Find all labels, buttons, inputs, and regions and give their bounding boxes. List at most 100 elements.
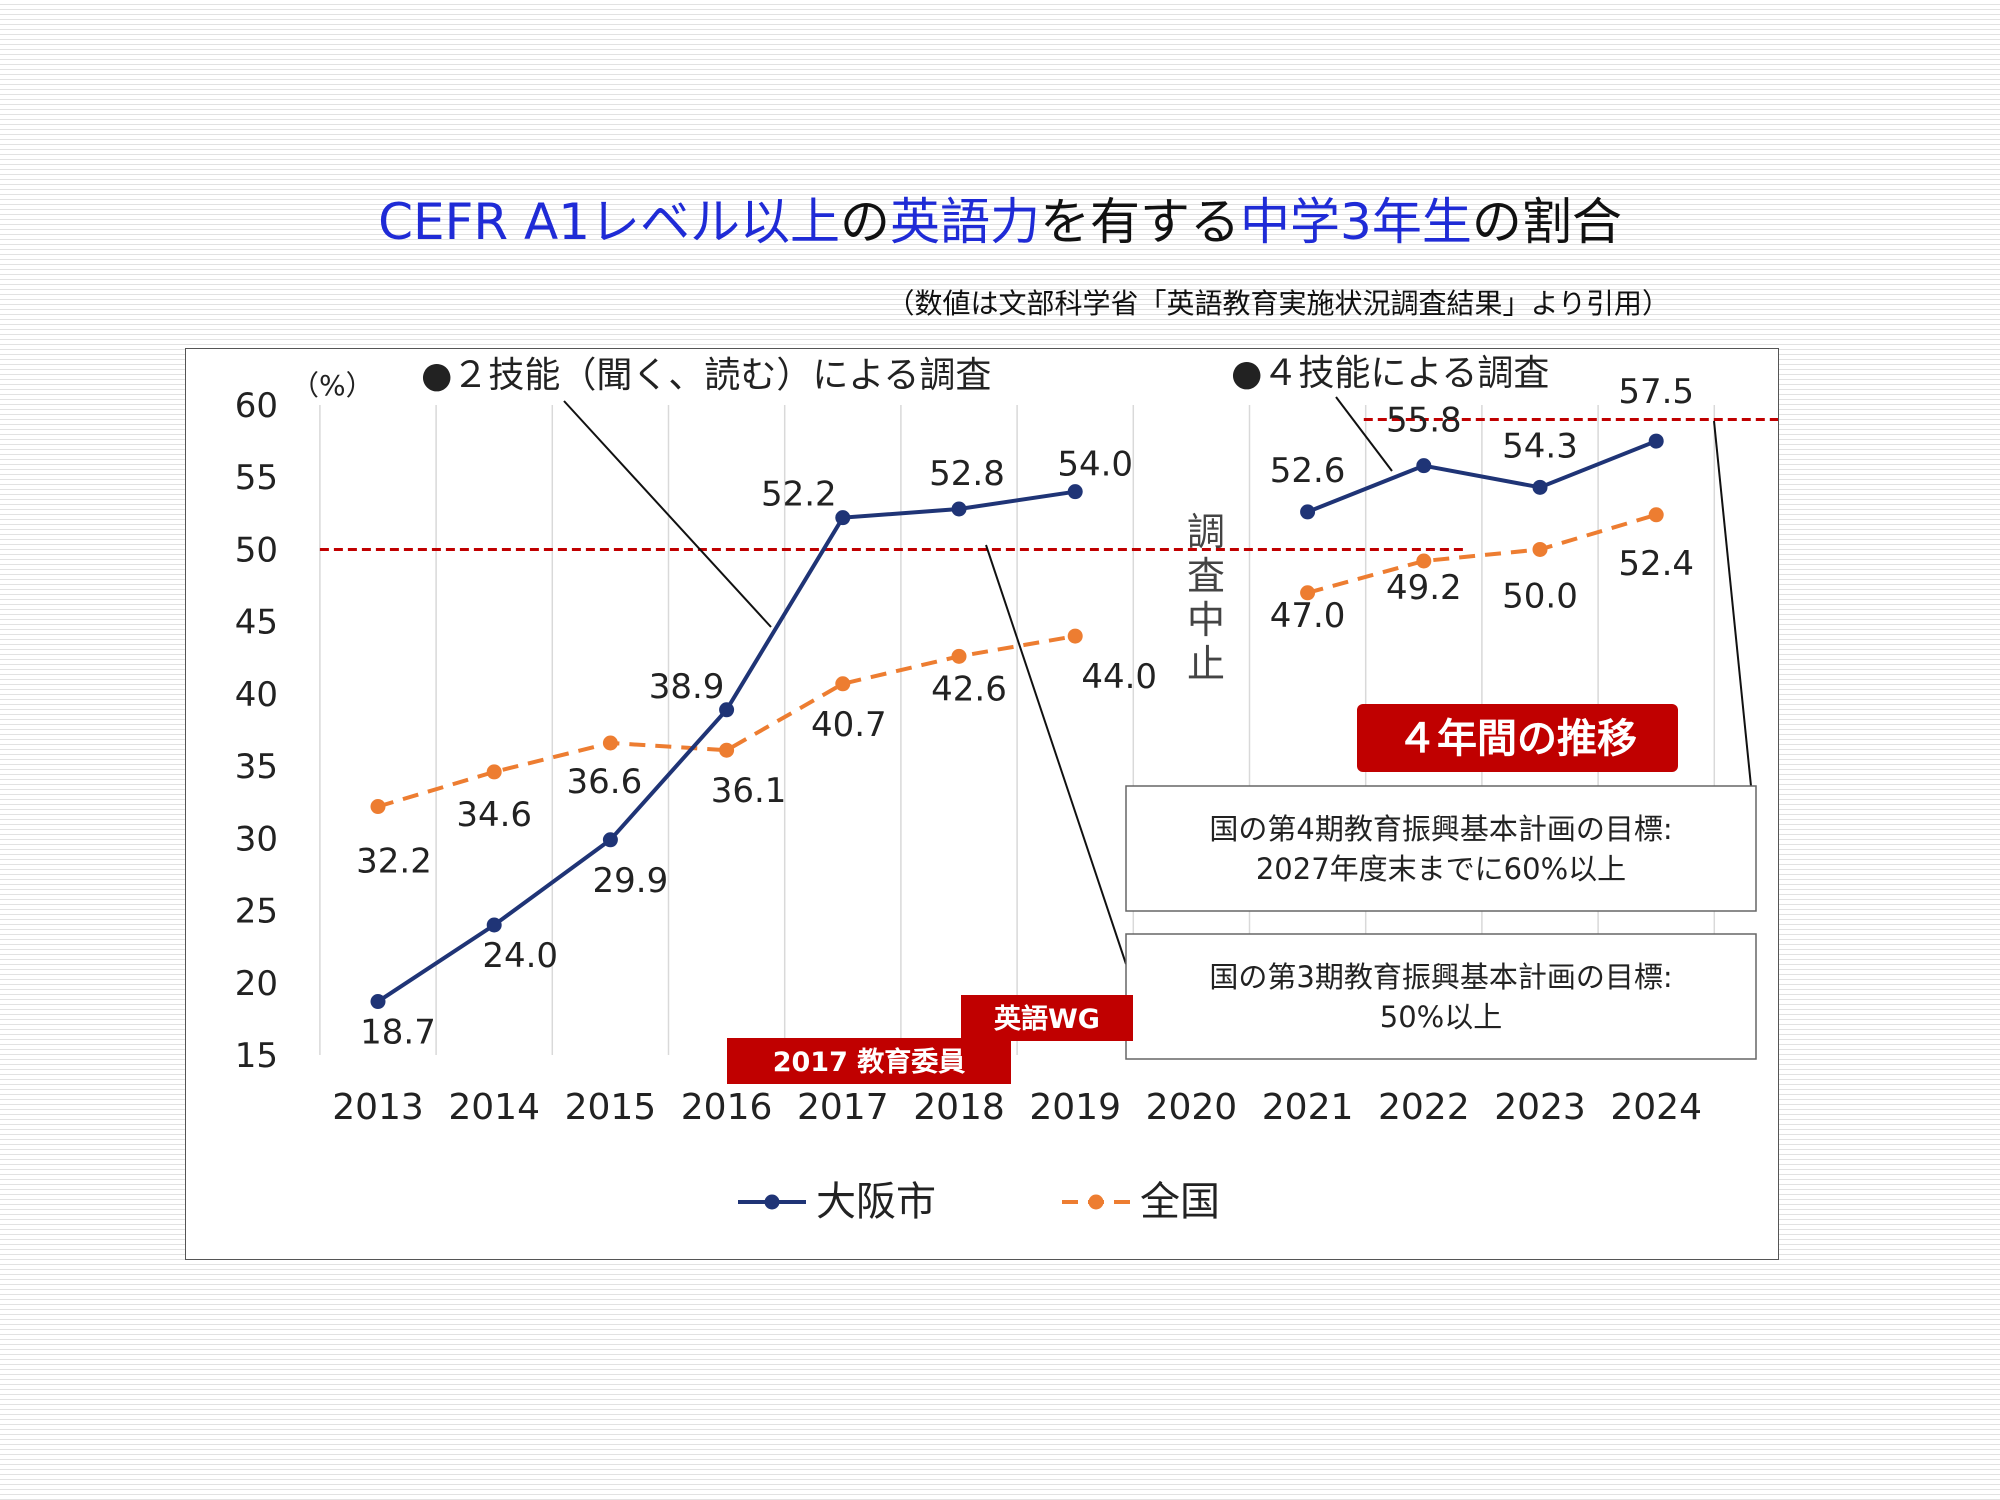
- data-label-national: 40.7: [811, 705, 887, 745]
- x-tick-label: 2023: [1494, 1087, 1586, 1128]
- title-part: 中学3年生: [1240, 193, 1472, 251]
- chart-title: CEFR A1レベル以上の英語力を有する中学3年生の割合: [0, 182, 2000, 254]
- y-tick-label: 50: [235, 530, 278, 570]
- y-tick-label: 30: [235, 819, 278, 859]
- y-tick-label: 60: [235, 386, 278, 426]
- chart-frame: 15 20 25 30 35 40 45 50 55 60 （%） 2013 2014 2015 2016 2…: [185, 348, 1779, 1260]
- annotation-suspended-char: 調: [1187, 510, 1225, 554]
- title-part: CEFR A1レベル以上: [378, 193, 841, 251]
- data-label-osaka: 24.0: [482, 936, 558, 976]
- data-point-osaka: [1067, 484, 1083, 500]
- data-label-osaka: 57.5: [1618, 372, 1694, 412]
- x-tick-label: 2022: [1378, 1087, 1470, 1128]
- data-label-osaka: 38.9: [649, 667, 725, 707]
- legend-label-national: 全国: [1140, 1179, 1220, 1225]
- goal-4th-box: [1125, 785, 1757, 912]
- data-point-national: [951, 648, 967, 664]
- data-point-osaka: [951, 501, 967, 517]
- goal-3rd-box: [1125, 933, 1757, 1060]
- chart-subtitle: （数値は文部科学省「英語教育実施状況調査結果」より引用）: [886, 287, 1670, 320]
- data-point-national: [719, 742, 735, 758]
- annotation-suspended-char: 止: [1187, 642, 1225, 686]
- y-tick-label: 15: [235, 1036, 278, 1076]
- data-point-national: [1416, 553, 1432, 569]
- annotation-suspended-char: 査: [1187, 554, 1225, 598]
- y-tick-label: 20: [235, 964, 278, 1004]
- title-part: の: [840, 193, 891, 251]
- education-board-tag-label: 2017 教育委員: [773, 1046, 966, 1078]
- data-label-national: 50.0: [1502, 576, 1578, 616]
- title-part: の割合: [1471, 193, 1622, 251]
- four-year-badge-label: ４年間の推移: [1397, 716, 1637, 762]
- data-point-osaka: [1532, 479, 1548, 495]
- data-point-osaka: [602, 832, 618, 848]
- annotation-4skill-survey: ●４技能による調査: [1231, 353, 1549, 394]
- legend-marker-national: [1088, 1194, 1104, 1210]
- y-tick-label: 45: [235, 603, 278, 643]
- data-point-national: [602, 735, 618, 751]
- title-part: 英語力: [890, 193, 1041, 251]
- data-label-osaka: 54.3: [1502, 426, 1578, 466]
- y-tick-label: 25: [235, 892, 278, 932]
- y-tick-label: 35: [235, 747, 278, 787]
- data-label-osaka: 18.7: [360, 1013, 436, 1053]
- data-point-national: [835, 676, 851, 692]
- data-point-osaka: [835, 510, 851, 526]
- annotation-leader-goal-4th: [1713, 420, 1752, 787]
- goal-3rd-line1: 国の第3期教育振興基本計画の目標:: [1209, 960, 1672, 994]
- data-label-osaka: 52.2: [761, 475, 837, 515]
- data-point-osaka: [1300, 504, 1316, 520]
- data-point-osaka: [486, 917, 502, 933]
- data-label-national: 36.6: [567, 762, 643, 802]
- data-point-osaka: [1416, 458, 1432, 474]
- series-line-osaka: [1306, 439, 1657, 514]
- annotation-leader-goal-3rd: [985, 544, 1127, 965]
- x-tick-label: 2020: [1146, 1087, 1238, 1128]
- data-label-osaka: 29.9: [593, 861, 669, 901]
- education-board-tag: [727, 1038, 1011, 1084]
- english-wg-tag: [961, 995, 1133, 1041]
- data-point-national: [1300, 585, 1316, 601]
- goal-4th-line1: 国の第4期教育振興基本計画の目標:: [1209, 812, 1672, 846]
- english-wg-tag-label: 英語WG: [994, 1003, 1100, 1035]
- legend-label-osaka: 大阪市: [816, 1179, 936, 1225]
- annotation-2skill-survey: ●２技能（聞く、読む）による調査: [421, 355, 991, 396]
- data-label-osaka: 54.0: [1057, 445, 1133, 485]
- annotation-leader-4skill: [1335, 396, 1393, 472]
- x-tick-label: 2017: [797, 1087, 889, 1128]
- x-tick-label: 2013: [332, 1087, 424, 1128]
- data-label-national: 52.4: [1618, 544, 1694, 584]
- data-point-national: [1532, 541, 1548, 557]
- legend-marker-osaka: [764, 1194, 780, 1210]
- y-axis-unit-label: （%）: [291, 369, 374, 402]
- data-label-national: 47.0: [1270, 596, 1346, 636]
- data-point-osaka: [370, 994, 386, 1010]
- y-tick-label: 40: [235, 675, 278, 715]
- y-tick-label: 55: [235, 458, 278, 498]
- x-tick-label: 2021: [1262, 1087, 1354, 1128]
- data-point-osaka: [719, 702, 735, 718]
- data-point-national: [486, 764, 502, 780]
- data-label-national: 44.0: [1081, 657, 1157, 697]
- annotation-leader-2skill: [563, 400, 772, 628]
- goal-4th-line2: 2027年度末までに60%以上: [1256, 852, 1626, 886]
- data-label-national: 49.2: [1386, 568, 1462, 608]
- data-point-national: [1648, 507, 1664, 523]
- goal-3rd-line2: 50%以上: [1380, 1000, 1502, 1034]
- annotation-suspended-char: 中: [1187, 598, 1225, 642]
- data-label-osaka: 55.8: [1386, 401, 1462, 441]
- series-line-national: [1307, 512, 1657, 595]
- x-tick-label: 2019: [1029, 1087, 1121, 1128]
- data-label-national: 36.1: [711, 771, 787, 811]
- data-label-national: 32.2: [356, 842, 432, 882]
- data-label-osaka: 52.8: [929, 454, 1005, 494]
- four-year-badge: [1357, 704, 1678, 772]
- x-tick-label: 2018: [913, 1087, 1005, 1128]
- data-point-national: [1067, 628, 1083, 644]
- data-point-osaka: [1648, 433, 1664, 449]
- x-tick-label: 2024: [1610, 1087, 1702, 1128]
- title-part: を有する: [1040, 193, 1241, 251]
- x-tick-label: 2016: [681, 1087, 773, 1128]
- data-label-national: 42.6: [931, 669, 1007, 709]
